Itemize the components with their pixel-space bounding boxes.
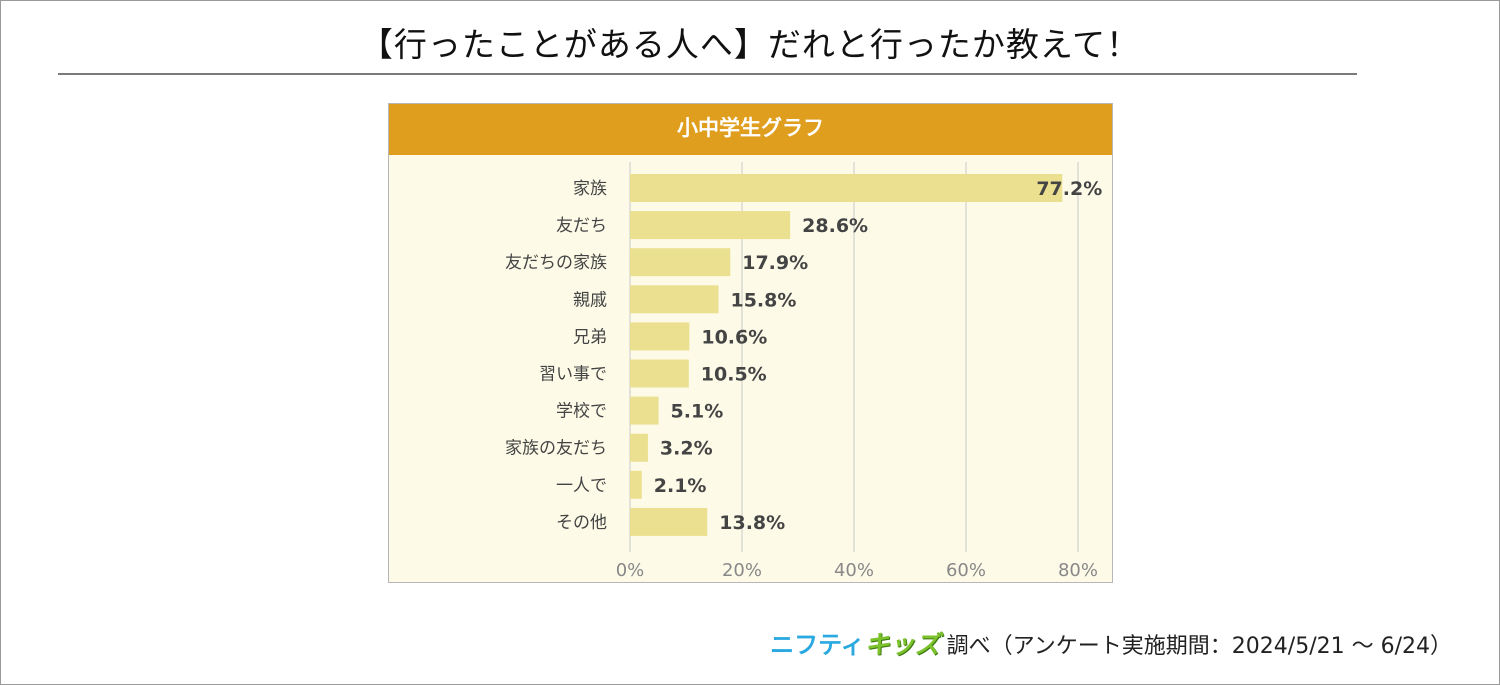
category-label: 家族 [573,179,607,199]
chart-panel: 小中学生グラフ 0% 20% 40% 60% 80% 家族 77.2% 友だち 28.6% 友だち… [388,103,1113,583]
data-label: 2.1% [654,475,707,497]
category-label: 兄弟 [573,327,607,347]
data-label: 10.5% [701,364,767,386]
brand-logo-nifty: ニフティ [770,631,865,659]
bar [630,285,719,314]
data-label: 13.8% [719,512,785,534]
data-label: 5.1% [671,401,724,423]
bar [630,248,731,277]
bar [630,470,642,499]
category-label: 友だちの家族 [505,253,607,273]
category-label: 親戚 [573,290,607,310]
x-tick-label: 60% [946,560,986,581]
x-tick-label: 80% [1058,560,1098,581]
data-label: 28.6% [802,215,868,237]
bar [630,174,1063,202]
data-label: 17.9% [742,252,808,274]
bar-chart: 0% 20% 40% 60% 80% 家族 77.2% 友だち 28.6% 友だちの家族 17.9%… [505,162,1102,581]
bar [630,322,690,351]
x-tick-label: 20% [722,560,762,581]
footer-credit: ニフティキッズ 調べ（アンケート実施期間：2024/5/21 ～ 6/24） [770,625,1452,661]
category-label: 家族の友だち [505,439,607,459]
category-label: その他 [556,513,607,533]
category-label: 友だち [556,216,607,236]
category-label: 一人で [556,476,607,496]
survey-note: 調べ（アンケート実施期間：2024/5/21 ～ 6/24） [946,634,1452,659]
bar [630,211,791,240]
x-tick-label: 40% [834,560,874,581]
bar [630,507,708,536]
data-label: 10.6% [701,326,767,348]
chart-title: 小中学生グラフ [389,104,1112,155]
page-title: 【行ったことがある人へ】だれと行ったか教えて！ [359,25,1141,64]
data-label: 3.2% [660,438,713,460]
title-divider [58,73,1357,75]
bar [630,359,689,388]
brand-logo-kids: キッズ [864,630,940,659]
bar [630,396,659,425]
category-label: 習い事で [539,365,607,385]
data-label: 77.2% [1036,178,1102,200]
category-label: 学校で [556,402,607,422]
bar [630,433,648,462]
x-tick-label: 0% [616,560,645,581]
data-label: 15.8% [730,289,796,311]
